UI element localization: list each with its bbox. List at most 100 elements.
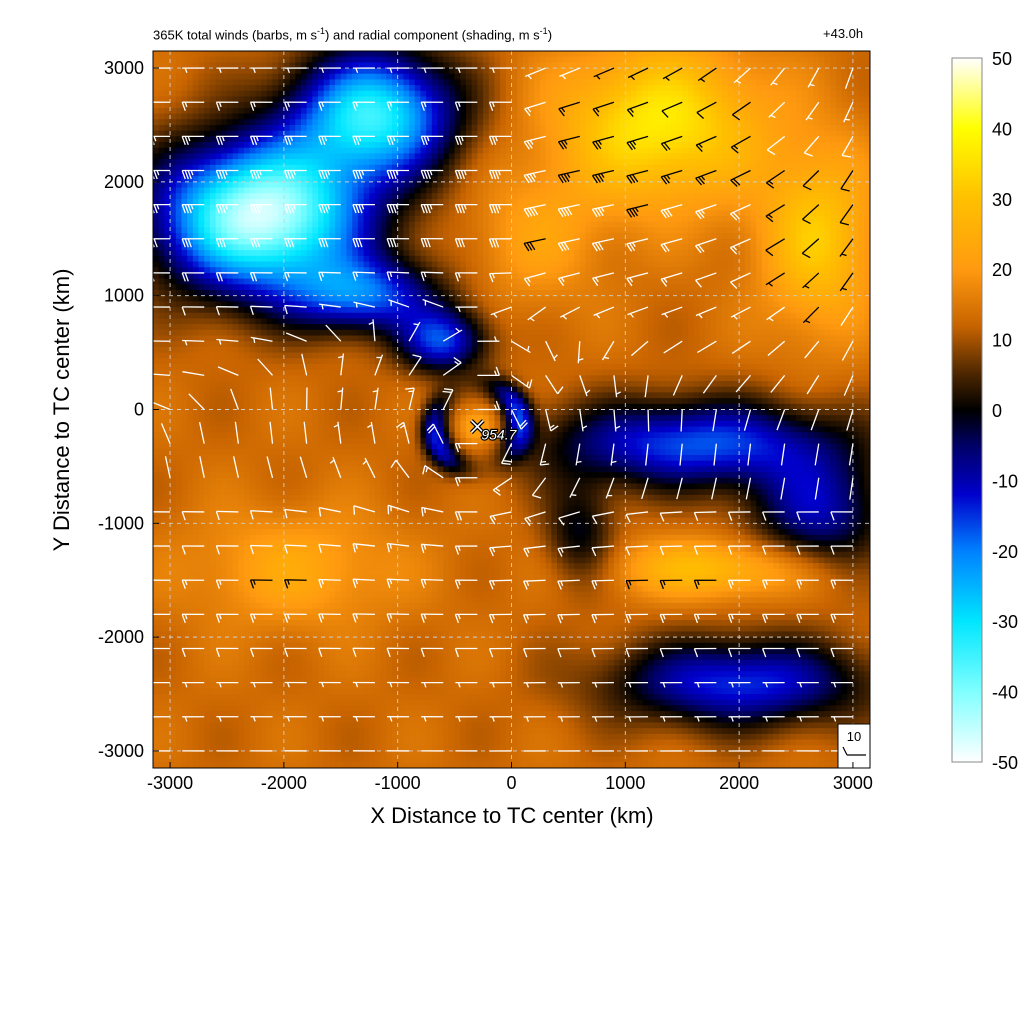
shading-cell: [443, 68, 450, 75]
shading-cell: [386, 221, 393, 228]
shading-cell: [625, 119, 632, 126]
shading-cell: [249, 238, 257, 246]
shading-cell: [318, 153, 325, 160]
shading-cell: [392, 90, 399, 98]
shading-cell: [346, 102, 353, 109]
shading-cell: [539, 244, 547, 251]
shading-cell: [198, 272, 205, 280]
shading-cell: [528, 198, 535, 206]
shading-cell: [568, 176, 575, 183]
shading-cell: [460, 238, 467, 246]
shading-cell: [192, 221, 200, 228]
shading-cell: [437, 255, 444, 263]
shading-cell: [807, 153, 814, 160]
shading-cell: [244, 255, 251, 263]
shading-cell: [170, 227, 177, 234]
shading-cell: [722, 113, 729, 120]
shading-cell: [682, 233, 689, 240]
shading-cell: [596, 210, 604, 217]
shading-cell: [784, 181, 791, 189]
shading-cell: [363, 153, 370, 160]
shading-cell: [767, 85, 774, 92]
shading-cell: [602, 62, 609, 69]
shading-cell: [784, 124, 791, 132]
shading-cell: [488, 187, 496, 194]
shading-cell: [170, 210, 177, 217]
shading-cell: [318, 187, 325, 194]
shading-cell: [255, 130, 262, 137]
shading-cell: [767, 56, 774, 63]
shading-cell: [636, 238, 643, 246]
shading-cell: [636, 250, 643, 257]
shading-cell: [511, 198, 518, 206]
shading-cell: [835, 79, 843, 86]
shading-cell: [551, 130, 558, 137]
shading-cell: [226, 261, 234, 268]
shading-cell: [266, 193, 274, 200]
shading-cell: [409, 164, 416, 172]
shading-cell: [426, 221, 433, 228]
shading-cell: [232, 164, 239, 172]
shading-cell: [528, 244, 535, 251]
shading-cell: [687, 238, 695, 246]
shading-cell: [312, 68, 319, 75]
shading-cell: [790, 79, 797, 86]
shading-cell: [374, 130, 382, 137]
shading-cell: [437, 79, 444, 86]
shading-cell: [784, 198, 791, 206]
shading-cell: [278, 216, 285, 223]
shading-cell: [346, 79, 353, 86]
shading-cell: [289, 210, 296, 217]
shading-cell: [488, 238, 496, 246]
shading-cell: [813, 267, 820, 274]
shading-cell: [539, 102, 547, 109]
shading-cell: [733, 193, 740, 200]
shading-cell: [579, 187, 587, 194]
shading-cell: [613, 102, 621, 109]
shading-cell: [318, 51, 325, 58]
shading-cell: [562, 153, 569, 160]
shading-cell: [710, 261, 717, 268]
shading-cell: [801, 159, 808, 166]
shading-cell: [374, 210, 382, 217]
shading-cell: [830, 96, 837, 103]
shading-cell: [409, 56, 416, 63]
shading-cell: [386, 79, 393, 86]
shading-cell: [818, 233, 826, 240]
shading-cell: [648, 130, 655, 137]
shading-cell: [232, 261, 239, 268]
shading-cell: [790, 221, 797, 228]
shading-cell: [784, 250, 791, 257]
shading-cell: [443, 210, 450, 217]
shading-cell: [608, 147, 615, 155]
shading-cell: [852, 159, 860, 166]
shading-cell: [824, 164, 831, 172]
shading-cell: [574, 250, 581, 257]
shading-cell: [312, 238, 319, 246]
shading-cell: [625, 267, 632, 274]
shading-cell: [170, 62, 177, 69]
shading-cell: [494, 147, 501, 155]
shading-cell: [830, 56, 837, 63]
shading-cell: [574, 216, 581, 223]
shading-cell: [204, 244, 211, 251]
shading-cell: [704, 255, 712, 263]
shading-cell: [642, 96, 649, 103]
shading-cell: [352, 159, 359, 166]
shading-cell: [699, 68, 706, 75]
shading-cell: [665, 79, 672, 86]
shading-cell: [750, 113, 757, 120]
shading-cell: [369, 216, 376, 223]
shading-cell: [625, 68, 632, 75]
shading-cell: [392, 221, 399, 228]
shading-cell: [249, 170, 257, 177]
shading-cell: [335, 244, 342, 251]
shading-cell: [386, 124, 393, 132]
shading-cell: [665, 255, 672, 263]
shading-cell: [215, 176, 222, 183]
shading-cell: [585, 119, 592, 126]
shading-cell: [460, 227, 467, 234]
shading-cell: [215, 68, 222, 75]
shading-cell: [181, 187, 188, 194]
shading-cell: [710, 56, 717, 63]
